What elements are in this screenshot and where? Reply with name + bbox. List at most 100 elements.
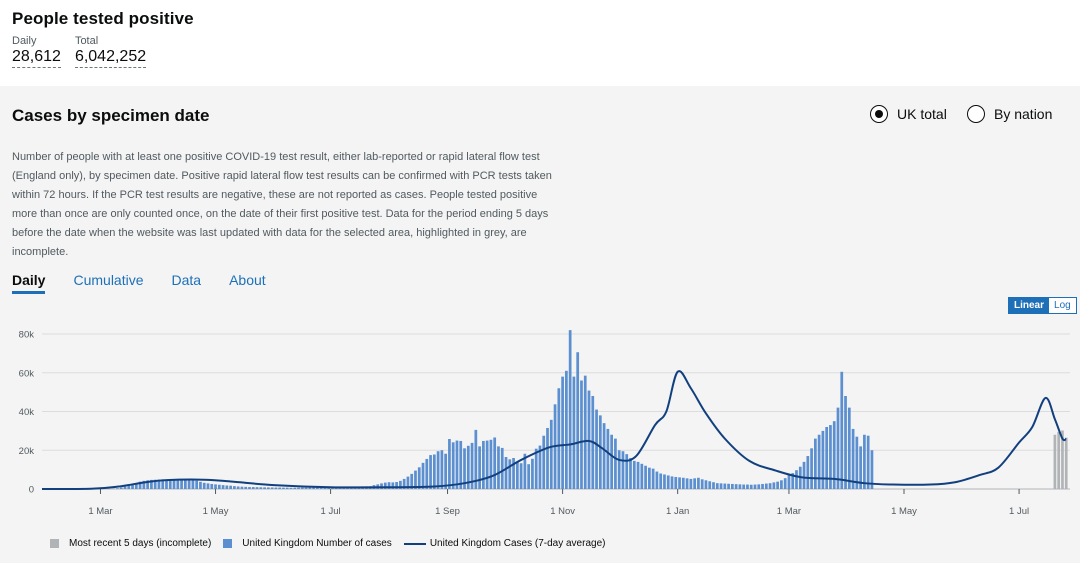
- case-bar: [500, 447, 504, 489]
- case-bar: [640, 463, 644, 489]
- case-bar: [844, 396, 847, 489]
- case-bar: [659, 473, 663, 489]
- y-tick-label: 60k: [19, 368, 35, 379]
- case-bar: [795, 470, 798, 489]
- total-value[interactable]: 6,042,252: [74, 48, 147, 68]
- legend-cases-label: United Kingdom Number of cases: [242, 538, 392, 549]
- case-bar: [289, 487, 293, 489]
- case-bar: [863, 434, 866, 489]
- case-bar: [508, 459, 512, 489]
- case-bar: [278, 487, 282, 489]
- case-bar: [644, 465, 647, 489]
- case-bar: [176, 479, 180, 489]
- case-bar: [851, 428, 855, 489]
- case-bar: [685, 478, 689, 489]
- x-tick-label: 1 Jul: [321, 506, 341, 517]
- total-label: Total: [74, 35, 99, 47]
- radio-uk-total-label: UK total: [897, 106, 947, 122]
- case-bar: [312, 487, 315, 489]
- case-bar: [399, 480, 402, 489]
- case-bar: [134, 483, 138, 489]
- card-description: Number of people with at least one posit…: [12, 151, 552, 258]
- case-bar: [168, 479, 172, 489]
- case-bar: [512, 458, 515, 489]
- case-bar: [580, 380, 583, 489]
- case-bar: [380, 483, 383, 489]
- x-tick-label: 1 Mar: [88, 506, 112, 517]
- case-bar: [610, 434, 614, 489]
- linear-scale-button[interactable]: Linear: [1009, 298, 1050, 313]
- case-bar: [300, 487, 304, 489]
- case-bar: [432, 454, 436, 489]
- case-bar: [674, 476, 678, 489]
- case-bar: [519, 463, 523, 489]
- case-bar: [466, 445, 470, 489]
- case-bar: [806, 456, 810, 489]
- case-bar: [538, 445, 542, 489]
- case-bar: [251, 487, 255, 489]
- case-bar: [859, 446, 862, 489]
- case-bar: [787, 475, 791, 489]
- case-bar: [504, 457, 508, 489]
- daily-label: Daily: [12, 35, 37, 47]
- card-title: Cases by specimen date: [12, 106, 210, 125]
- case-bar: [448, 439, 451, 489]
- case-bar: [395, 482, 398, 489]
- case-bar: [625, 454, 629, 489]
- log-scale-button[interactable]: Log: [1054, 300, 1071, 311]
- legend-incomplete-swatch: [50, 539, 59, 548]
- legend-cases-swatch: [223, 539, 233, 548]
- case-bar: [255, 487, 259, 489]
- headline-title: People tested positive: [12, 9, 194, 28]
- case-bar: [402, 478, 406, 489]
- case-bar: [731, 483, 734, 489]
- case-bar: [142, 480, 146, 489]
- x-tick-label: 1 Nov: [550, 506, 575, 517]
- case-bar: [629, 458, 632, 489]
- case-bar: [663, 474, 666, 489]
- case-bar: [451, 442, 455, 489]
- case-bar: [319, 487, 323, 489]
- case-bar: [542, 435, 546, 489]
- case-bar: [621, 451, 625, 489]
- case-bar: [866, 435, 870, 489]
- case-bar: [157, 479, 161, 489]
- case-bar: [429, 455, 432, 489]
- legend-item-average: United Kingdom Cases (7-day average): [403, 538, 605, 549]
- case-bar: [678, 477, 681, 489]
- chart-tabs: Daily Cumulative Data About: [12, 272, 294, 294]
- case-bar: [632, 460, 636, 489]
- tab-daily[interactable]: Daily: [12, 272, 46, 294]
- radio-by-nation[interactable]: By nation: [967, 105, 1052, 123]
- radio-unselected-icon[interactable]: [967, 105, 985, 123]
- y-tick-label: 80k: [19, 330, 35, 341]
- case-bar: [293, 487, 297, 489]
- case-bar: [206, 483, 210, 489]
- case-bar: [425, 458, 429, 489]
- average-line: [41, 370, 1067, 491]
- case-bar: [749, 484, 753, 489]
- case-bar: [557, 388, 561, 489]
- case-bar: [225, 485, 229, 489]
- case-bar: [595, 409, 598, 489]
- radio-uk-total[interactable]: UK total: [870, 105, 947, 123]
- case-bar: [266, 487, 270, 489]
- legend-average-line: [403, 542, 426, 545]
- daily-value[interactable]: 28,612: [12, 48, 61, 68]
- radio-selected-icon[interactable]: [870, 105, 888, 123]
- case-bar: [489, 439, 493, 489]
- tab-about[interactable]: About: [229, 272, 266, 288]
- tab-data[interactable]: Data: [171, 272, 202, 288]
- headline-block: People tested positive Daily 28,612 Tota…: [12, 9, 194, 68]
- tab-cumulative[interactable]: Cumulative: [73, 272, 144, 288]
- case-bar: [221, 485, 225, 489]
- case-bar: [282, 487, 285, 489]
- case-bar: [617, 450, 621, 489]
- case-bar: [825, 427, 829, 489]
- chart-legend: Most recent 5 days (incomplete) United K…: [50, 538, 617, 549]
- case-bar: [150, 479, 153, 489]
- case-bar: [821, 430, 825, 489]
- case-bar: [459, 440, 463, 489]
- case-bar: [549, 419, 553, 489]
- legend-item-cases: United Kingdom Number of cases: [223, 538, 392, 549]
